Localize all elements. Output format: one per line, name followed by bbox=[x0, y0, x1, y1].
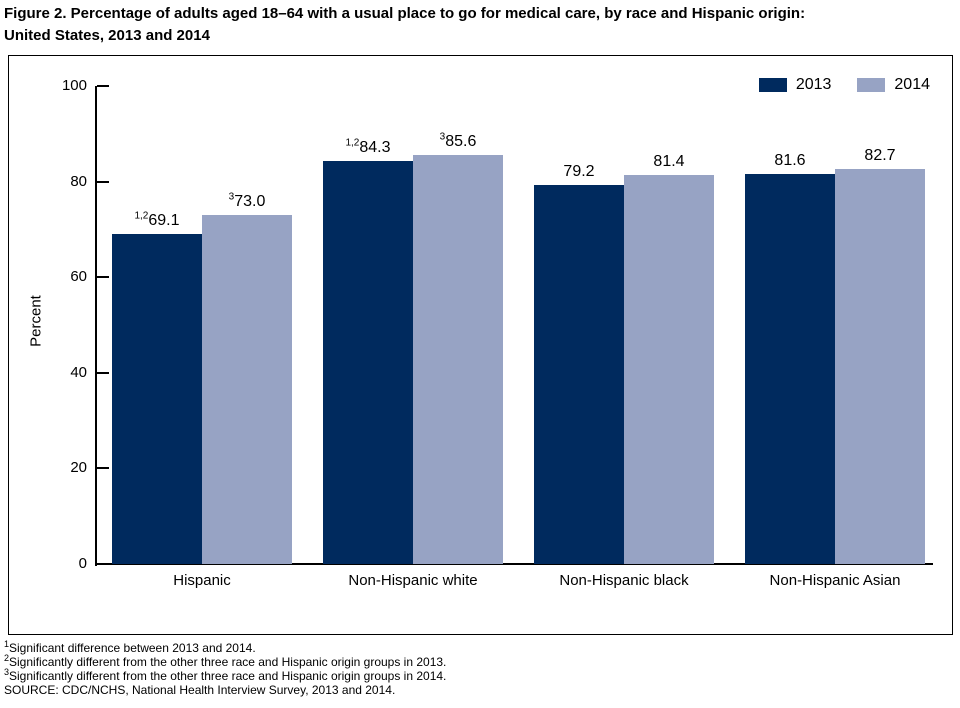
bar-value-label: 81.4 bbox=[653, 153, 685, 170]
chart-legend: 2013 2014 bbox=[758, 76, 930, 94]
bar-2013-hispanic bbox=[112, 234, 202, 564]
y-axis-tick bbox=[97, 371, 109, 374]
figure-title-line-1: Figure 2. Percentage of adults aged 18–6… bbox=[4, 5, 806, 22]
y-axis-tick bbox=[97, 180, 109, 183]
category-label-non-hispanic-black: Non-Hispanic black bbox=[559, 572, 689, 589]
legend-item-2014: 2014 bbox=[857, 76, 930, 94]
y-axis-tick bbox=[97, 276, 109, 279]
chart-frame: 2013 2014 0 20 40 60 80 100 Percent 1,269.1 373.0… bbox=[8, 55, 953, 635]
bar-2014-non-hispanic-asian bbox=[835, 169, 925, 564]
bar-2014-non-hispanic-white bbox=[413, 155, 503, 564]
legend-swatch-2013 bbox=[758, 78, 787, 92]
bar-value-label: 79.2 bbox=[563, 163, 595, 180]
bar-value-label: 1,269.1 bbox=[134, 210, 180, 229]
category-label-non-hispanic-asian: Non-Hispanic Asian bbox=[769, 572, 901, 589]
y-axis-tick-label: 40 bbox=[70, 363, 87, 381]
plot-area: 0 20 40 60 80 100 Percent 1,269.1 373.0 Hispanic 1… bbox=[9, 56, 952, 634]
bar-2013-non-hispanic-asian bbox=[745, 174, 835, 564]
y-axis-tick-label: 100 bbox=[61, 77, 87, 94]
legend-item-2013: 2013 bbox=[758, 76, 832, 94]
bar-2013-non-hispanic-white bbox=[323, 161, 413, 564]
footnotes: 1Significant difference between 2013 and… bbox=[4, 639, 447, 698]
bar-2014-non-hispanic-black bbox=[624, 175, 714, 564]
legend-label-2013: 2013 bbox=[795, 76, 832, 93]
footnote-line-1: 1Significant difference between 2013 and… bbox=[4, 639, 256, 656]
legend-label-2014: 2014 bbox=[894, 76, 930, 93]
bar-value-label: 373.0 bbox=[228, 191, 266, 210]
bar-value-label: 81.6 bbox=[774, 152, 806, 169]
bar-value-label: 82.7 bbox=[864, 147, 896, 164]
footnote-line-3: 3Significantly different from the other … bbox=[4, 667, 447, 684]
y-axis-line bbox=[95, 86, 97, 566]
footnote-line-4: SOURCE: CDC/NCHS, National Health Interv… bbox=[4, 683, 396, 697]
footnote-line-2: 2Significantly different from the other … bbox=[4, 653, 447, 670]
y-axis-tick bbox=[97, 467, 109, 470]
category-label-non-hispanic-white: Non-Hispanic white bbox=[348, 572, 478, 589]
y-axis-tick-label: 80 bbox=[70, 172, 87, 190]
figure-title-line-2: United States, 2013 and 2014 bbox=[4, 27, 210, 44]
y-axis-tick-label: 0 bbox=[78, 555, 87, 572]
y-axis-tick bbox=[97, 85, 109, 87]
x-axis-line bbox=[95, 563, 933, 565]
y-axis-title: Percent bbox=[27, 295, 45, 347]
y-axis-tick-label: 20 bbox=[70, 459, 87, 477]
bar-value-label: 385.6 bbox=[439, 131, 477, 150]
y-axis-tick-label: 60 bbox=[70, 268, 87, 286]
bar-2013-non-hispanic-black bbox=[534, 185, 624, 564]
figure-title: Figure 2. Percentage of adults aged 18–6… bbox=[4, 3, 954, 47]
legend-swatch-2014 bbox=[857, 78, 886, 92]
category-label-hispanic: Hispanic bbox=[173, 572, 231, 589]
bar-2014-hispanic bbox=[202, 215, 292, 564]
bar-value-label: 1,284.3 bbox=[345, 137, 391, 156]
